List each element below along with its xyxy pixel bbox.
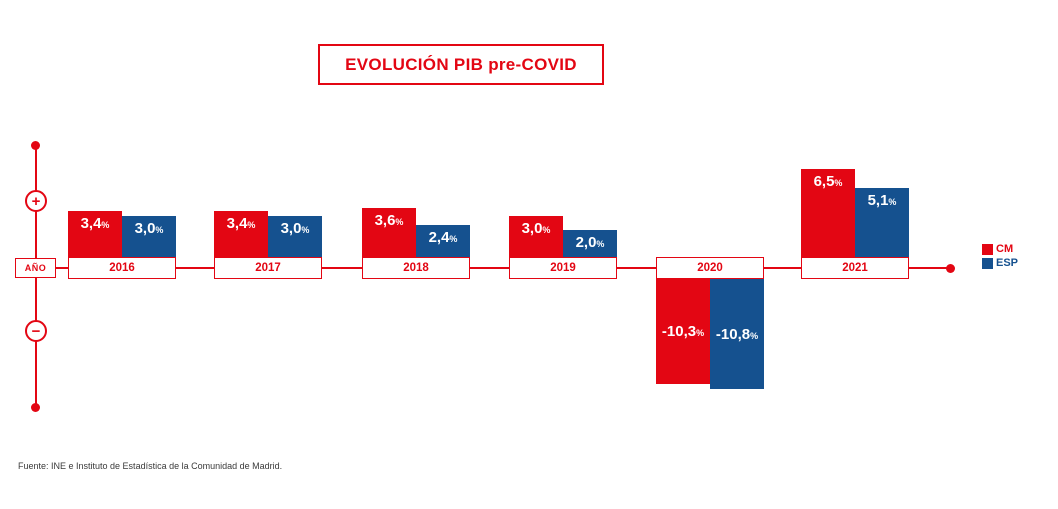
bar-value-label: -10,3% <box>661 323 705 340</box>
percent-sign: % <box>696 328 705 338</box>
bar-value-label: 3,0% <box>280 220 310 237</box>
percent-sign: % <box>395 217 404 227</box>
percent-sign: % <box>888 197 897 207</box>
chart-title: EVOLUCIÓN PIB pre-COVID <box>345 54 577 74</box>
percent-sign: % <box>449 234 458 244</box>
legend-item-esp: ESP <box>982 257 1018 269</box>
bar-value-label: 6,5% <box>813 173 843 190</box>
bar-cm-2020: -10,3% <box>656 279 710 384</box>
percent-sign: % <box>101 220 110 230</box>
percent-sign: % <box>542 225 551 235</box>
bar-value-label: 3,4% <box>226 215 256 232</box>
year-box-2019: 2019 <box>509 257 617 279</box>
bar-cm-2016: 3,4% <box>68 211 122 257</box>
minus-sign-icon: − <box>25 320 47 342</box>
percent-sign: % <box>834 178 843 188</box>
bar-value-label: 3,0% <box>134 220 164 237</box>
legend: CM ESP <box>982 243 1018 271</box>
chart-title-box: EVOLUCIÓN PIB pre-COVID <box>318 44 604 85</box>
percent-sign: % <box>301 225 310 235</box>
percent-sign: % <box>750 330 759 341</box>
bar-cm-2021: 6,5% <box>801 169 855 257</box>
bar-value-label: -10,8% <box>715 325 759 343</box>
esp-color-swatch <box>982 257 993 269</box>
baseline-end-dot <box>946 264 955 273</box>
source-note: Fuente: INE e Instituto de Estadística d… <box>18 461 283 471</box>
legend-item-cm: CM <box>982 243 1018 255</box>
percent-sign: % <box>247 220 256 230</box>
bar-esp-2016: 3,0% <box>122 216 176 257</box>
bar-cm-2018: 3,6% <box>362 208 416 257</box>
cm-color-swatch <box>982 243 993 255</box>
bar-esp-2020: -10,8% <box>710 279 764 389</box>
axis-bottom-dot <box>31 403 40 412</box>
bar-esp-2021: 5,1% <box>855 188 909 257</box>
bar-esp-2018: 2,4% <box>416 225 470 257</box>
percent-sign: % <box>155 225 164 235</box>
bar-value-label: 2,4% <box>428 229 458 246</box>
legend-label-esp: ESP <box>996 257 1019 270</box>
axis-top-dot <box>31 141 40 150</box>
bar-esp-2019: 2,0% <box>563 230 617 257</box>
percent-sign: % <box>596 239 605 249</box>
year-box-2016: 2016 <box>68 257 176 279</box>
year-box-2018: 2018 <box>362 257 470 279</box>
legend-label-cm: CM <box>996 243 1014 255</box>
bar-value-label: 2,0% <box>575 234 605 251</box>
year-axis-box: AÑO <box>15 258 56 278</box>
minus-sign-label: − <box>31 322 41 340</box>
bar-value-label: 3,0% <box>521 220 551 237</box>
year-box-2020: 2020 <box>656 257 764 279</box>
year-box-2017: 2017 <box>214 257 322 279</box>
bar-cm-2017: 3,4% <box>214 211 268 257</box>
plus-sign-label: + <box>31 192 41 210</box>
plus-sign-icon: + <box>25 190 47 212</box>
bar-value-label: 3,6% <box>374 212 404 229</box>
year-box-2021: 2021 <box>801 257 909 279</box>
bar-value-label: 5,1% <box>867 192 897 209</box>
year-axis-label: AÑO <box>24 263 47 273</box>
bar-cm-2019: 3,0% <box>509 216 563 257</box>
bar-esp-2017: 3,0% <box>268 216 322 257</box>
bar-value-label: 3,4% <box>80 215 110 232</box>
baseline-axis-line <box>36 267 950 269</box>
